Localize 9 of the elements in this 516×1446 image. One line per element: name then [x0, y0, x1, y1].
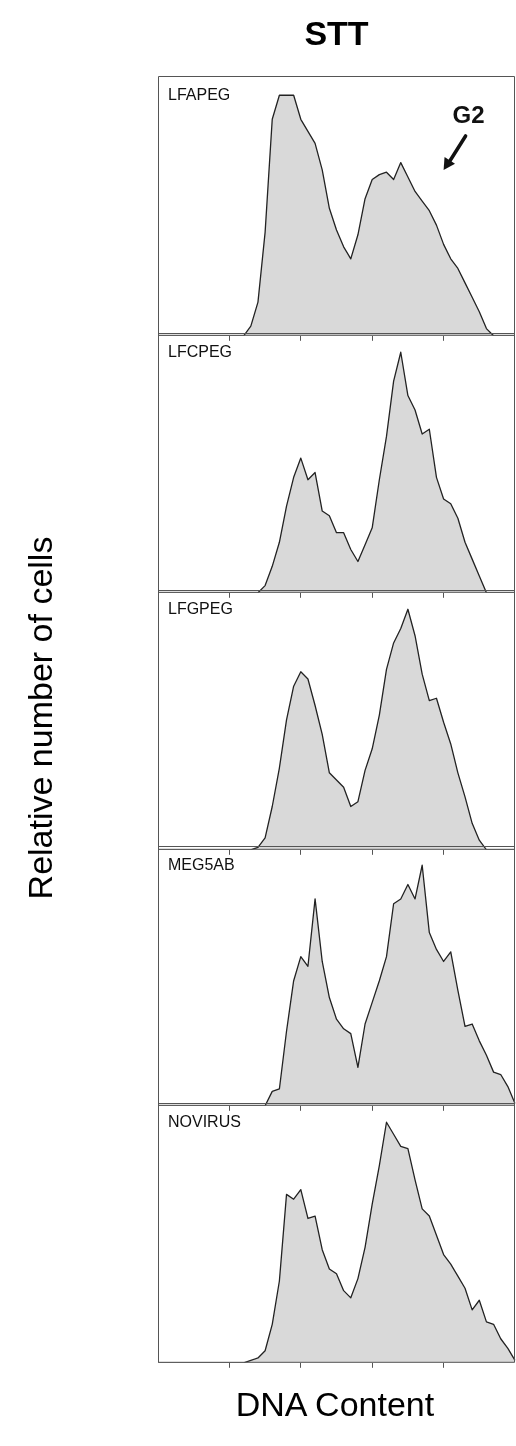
annotation: MEG5AB [168, 856, 235, 874]
y-axis-title: Relative number of cells [20, 536, 60, 900]
annotation: LFAPEG [168, 86, 231, 104]
x-axis-title: DNA Content [234, 1385, 436, 1424]
annotation: NOVIRUS [168, 1113, 241, 1131]
annotation: LFGPEG [168, 600, 233, 617]
annotation: G2 [452, 100, 485, 128]
chart-title: STT [303, 14, 370, 53]
annotation: LFCPEG [168, 343, 233, 361]
